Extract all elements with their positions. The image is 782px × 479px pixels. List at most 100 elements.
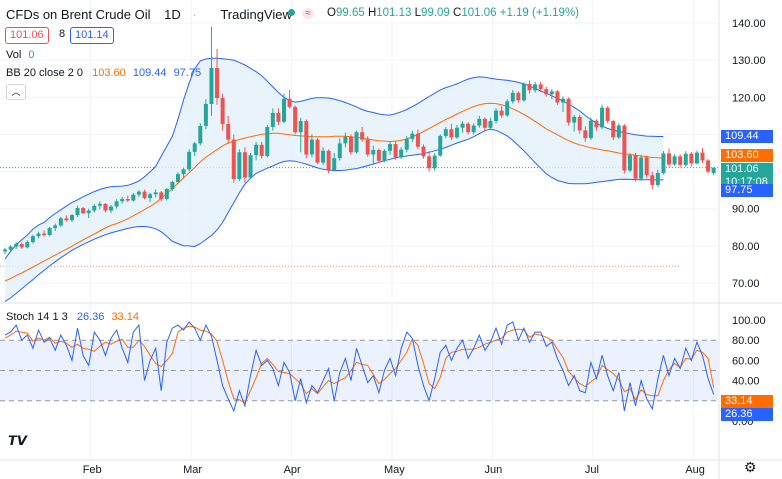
candle-body [187,151,192,170]
volume-label: Vol [6,49,22,61]
time-tick-label: Apr [284,464,301,476]
stochastic-k-value: 26.36 [76,311,105,323]
candle-body [538,84,543,90]
candle-body [566,98,571,123]
candle-body [482,118,487,128]
candle-body [92,205,97,211]
candle-body [131,194,136,201]
bollinger-legend[interactable]: BB 20 close 2 0 103.60 109.44 97.75 [6,67,201,79]
volume-value: 0 [28,49,35,61]
time-tick-label: Jun [484,464,502,476]
candle-body [248,155,253,178]
candle-body [588,120,593,139]
chevron-up-icon: ︿ [11,87,21,97]
candle-body [432,155,437,169]
candle-body [203,103,208,126]
market-status-icons[interactable]: ≈ [288,5,314,19]
candle-body [572,116,577,123]
candle-body [242,152,247,178]
candle-body [81,207,86,214]
candle-body [109,206,114,211]
candle-body [354,132,359,153]
candle-body [64,218,69,221]
candle-body [259,144,264,156]
candle-body [175,174,180,182]
time-tick-label: Aug [685,464,705,476]
candle-body [516,92,521,101]
candle-body [505,101,510,116]
sell-price-button[interactable]: 101.06 [5,27,49,44]
bollinger-basis-value: 103.60 [92,67,126,79]
candle-body [282,98,286,122]
candle-body [237,152,242,179]
source-label: TradingView [220,7,292,22]
candle-body [555,91,560,103]
time-tick-label: Mar [183,464,202,476]
candle-body [220,98,225,125]
stochastic-tick-label: 80.00 [732,335,760,347]
delayed-data-icon[interactable]: ≈ [302,8,314,19]
candle-body [533,84,538,91]
candle-body [287,98,292,107]
stochastic-legend[interactable]: Stoch 14 1 3 26.36 33.14 [6,311,139,323]
candle-body [348,136,353,153]
buy-price-button[interactable]: 101.14 [70,27,114,44]
price-tick-label: 120.00 [732,92,766,104]
upper-band-price-tag: 109.44 [721,130,773,143]
candle-body [527,83,532,91]
candle-body [510,92,515,102]
symbol-title[interactable]: CFDs on Brent Crude Oil 1D · TradingView [6,7,292,22]
ohlc-readout: O99.65 H101.13 L99.09 C101.06 +1.19 (+1.… [327,7,579,19]
change-value: +1.19 (+1.19%) [499,7,580,19]
stochastic-d-line [4,325,715,404]
high-label: H [367,7,377,19]
candle-body [700,152,705,161]
candle-body [14,244,19,247]
candle-body [376,150,381,161]
candle-body [365,139,370,155]
candle-body [683,153,688,165]
candle-body [69,215,74,221]
candle-body [388,144,393,151]
candle-body [404,138,409,150]
settings-gear-icon[interactable]: ⚙ [744,459,757,475]
candle-body [136,191,141,195]
candle-body [583,130,588,139]
stochastic-d-tag: 33.14 [721,395,773,408]
volume-legend[interactable]: Vol 0 [6,49,34,61]
symbol-name[interactable]: CFDs on Brent Crude Oil [6,7,151,22]
close-label: C [453,7,462,19]
candle-body [343,136,348,144]
candle-body [170,181,175,190]
candle-body [499,110,504,116]
candle-body [672,156,677,165]
candles [3,26,716,255]
candle-body [711,167,716,174]
candle-body [326,150,331,171]
low-label: L [414,7,422,19]
candle-body [254,144,259,156]
interval-label[interactable]: 1D [164,7,181,22]
candle-body [627,155,632,171]
axis-labels: 140.00130.00120.00110.00100.0090.0080.00… [83,18,766,476]
price-tick-label: 70.00 [732,278,760,290]
candle-body [125,199,130,201]
candle-body [293,106,298,133]
collapse-legend-button[interactable]: ︿ [6,84,26,100]
candle-body [544,89,549,95]
candle-body [689,153,694,164]
candle-body [332,158,337,171]
candle-body [226,124,231,140]
tradingview-logo-icon[interactable]: 𝙏𝙑 [8,433,27,448]
candle-body [97,203,102,206]
candle-body [667,153,672,165]
candle-body [494,110,499,122]
candle-body [3,249,7,252]
candle-body [678,156,683,165]
candle-body [19,244,24,248]
candle-body [304,121,309,155]
candle-body [209,67,214,104]
candle-body [42,233,47,236]
candle-body [600,107,605,128]
